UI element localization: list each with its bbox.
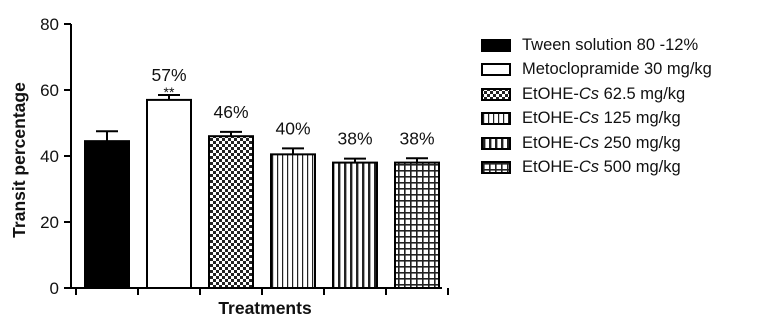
x-axis-ticks bbox=[75, 288, 449, 295]
legend-item: EtOHE-Cs 62.5 mg/kg bbox=[481, 82, 712, 107]
legend-item: EtOHE-Cs 125 mg/kg bbox=[481, 107, 712, 132]
bars-group bbox=[84, 98, 440, 290]
bar-etohe-cs-125-mg-kg bbox=[270, 153, 316, 289]
bar-value-label: 38% bbox=[337, 129, 372, 149]
legend-label: EtOHE-Cs 125 mg/kg bbox=[522, 109, 681, 128]
y-tick-label: 20 bbox=[40, 213, 59, 232]
y-tick-label: 0 bbox=[50, 279, 59, 298]
bar-etohe-cs-500-mg-kg bbox=[394, 161, 440, 290]
legend-swatch bbox=[481, 161, 511, 175]
legend: Tween solution 80 -12% Metoclopramide 30 … bbox=[481, 33, 712, 180]
legend-swatch bbox=[481, 136, 511, 150]
bar-value-label: 46% bbox=[213, 102, 248, 122]
legend-item: EtOHE-Cs 250 mg/kg bbox=[481, 131, 712, 156]
legend-label: EtOHE-Cs 500 mg/kg bbox=[522, 158, 681, 177]
legend-label: EtOHE-Cs 250 mg/kg bbox=[522, 133, 681, 152]
y-tick-label: 40 bbox=[40, 147, 59, 166]
y-axis-label: Transit percentage bbox=[9, 82, 29, 238]
legend-swatch bbox=[481, 112, 511, 126]
legend-swatch bbox=[481, 87, 511, 101]
y-axis-ticks: 0 20 40 60 80 bbox=[40, 15, 71, 298]
bar-labels-group: 57%** 46% 40% 38% 38% bbox=[151, 65, 434, 149]
significance-marker: ** bbox=[164, 84, 175, 100]
legend-swatch bbox=[481, 38, 511, 52]
legend-swatch bbox=[481, 63, 511, 77]
legend-label: Metoclopramide 30 mg/kg bbox=[522, 60, 712, 79]
bar-tween-solution-80-12 bbox=[84, 140, 130, 289]
error-bars-group bbox=[96, 93, 428, 163]
y-tick-label: 60 bbox=[40, 81, 59, 100]
bar-metoclopramide-30-mg-kg bbox=[146, 98, 192, 290]
bar-chart: 0 20 40 60 80 57%** 46% 40% 38% 38% Treatments T… bbox=[9, 15, 449, 318]
bar-value-label: 57% bbox=[151, 65, 186, 85]
legend-item: Tween solution 80 -12% bbox=[481, 33, 712, 58]
bar-etohe-cs-250-mg-kg bbox=[332, 161, 378, 290]
y-tick-label: 80 bbox=[40, 15, 59, 34]
bar-etohe-cs-62-5-mg-kg bbox=[208, 135, 254, 289]
legend-label: Tween solution 80 -12% bbox=[522, 35, 699, 54]
bar-value-label: 38% bbox=[399, 128, 434, 148]
legend-label: EtOHE-Cs 62.5 mg/kg bbox=[522, 84, 686, 103]
legend-item: Metoclopramide 30 mg/kg bbox=[481, 58, 712, 83]
bar-value-label: 40% bbox=[275, 118, 310, 138]
legend-item: EtOHE-Cs 500 mg/kg bbox=[481, 156, 712, 181]
x-axis-label: Treatments bbox=[218, 298, 312, 318]
